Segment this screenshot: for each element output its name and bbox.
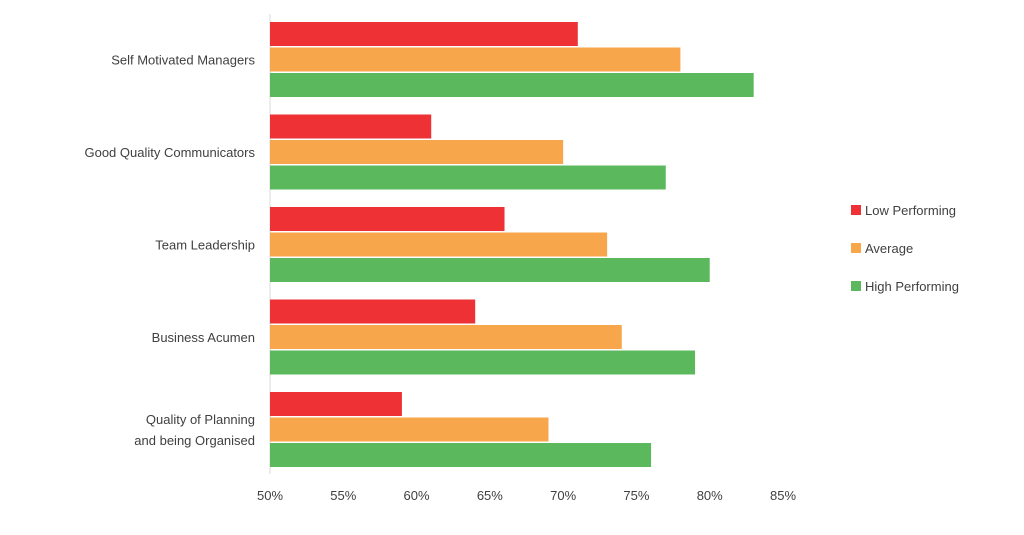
x-tick-label: 60% bbox=[404, 488, 430, 503]
category-label: Good Quality Communicators bbox=[84, 145, 255, 160]
legend-swatch bbox=[851, 205, 861, 215]
legend-label: High Performing bbox=[865, 279, 959, 294]
bar-average-3 bbox=[270, 325, 622, 349]
bar-low-performing-2 bbox=[270, 207, 505, 231]
category-label: Business Acumen bbox=[152, 330, 255, 345]
category-label: Self Motivated Managers bbox=[111, 53, 255, 68]
legend: Low Performing Average High Performing bbox=[851, 203, 959, 294]
bar-high-performing-1 bbox=[270, 165, 666, 190]
bar-average-0 bbox=[270, 47, 681, 72]
legend-label: Low Performing bbox=[865, 203, 956, 218]
category-labels: Self Motivated Managers Good Quality Comm… bbox=[84, 53, 255, 449]
bar-high-performing-4 bbox=[270, 443, 652, 467]
category-label: Quality of Planning bbox=[146, 412, 255, 427]
bar-low-performing-3 bbox=[270, 299, 476, 324]
bar-average-1 bbox=[270, 140, 564, 164]
bar-low-performing-0 bbox=[270, 22, 578, 46]
x-tick-label: 75% bbox=[623, 488, 649, 503]
x-tick-label: 50% bbox=[257, 488, 283, 503]
bars-group bbox=[270, 22, 754, 467]
bar-low-performing-4 bbox=[270, 392, 402, 416]
bar-average-4 bbox=[270, 417, 549, 442]
x-tick-label: 85% bbox=[770, 488, 796, 503]
x-tick-label: 80% bbox=[697, 488, 723, 503]
bar-high-performing-0 bbox=[270, 73, 754, 97]
bar-high-performing-3 bbox=[270, 350, 696, 375]
x-tick-label: 70% bbox=[550, 488, 576, 503]
x-axis-tick-labels: 50% 55% 60% 65% 70% 75% 80% 85% bbox=[257, 488, 796, 503]
bar-high-performing-2 bbox=[270, 258, 710, 282]
x-tick-label: 65% bbox=[477, 488, 503, 503]
legend-swatch bbox=[851, 243, 861, 253]
legend-swatch bbox=[851, 281, 861, 291]
bar-low-performing-1 bbox=[270, 114, 432, 139]
bar-average-2 bbox=[270, 232, 608, 257]
category-label: and being Organised bbox=[134, 433, 255, 448]
category-label: Team Leadership bbox=[155, 238, 255, 253]
x-tick-label: 55% bbox=[330, 488, 356, 503]
legend-label: Average bbox=[865, 241, 913, 256]
